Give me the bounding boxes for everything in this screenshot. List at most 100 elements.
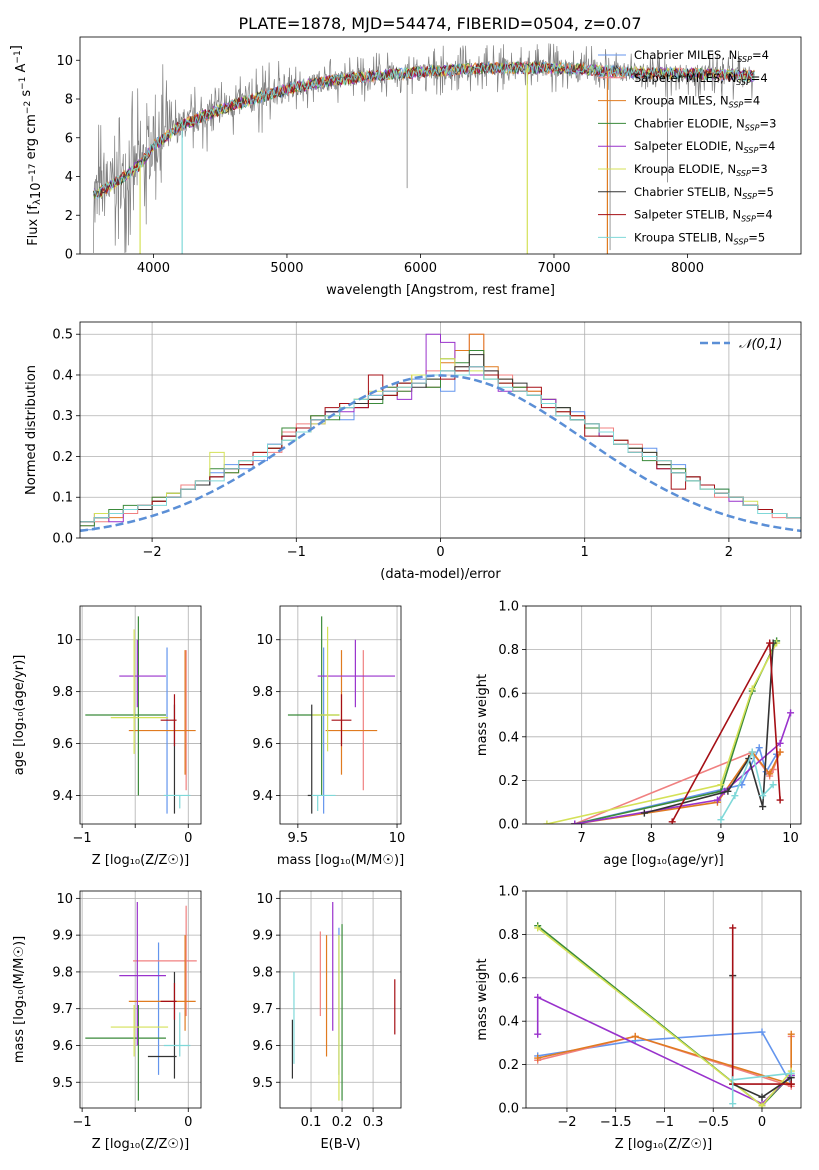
- axes-frame: [79, 36, 802, 255]
- axes-frame: [279, 605, 402, 825]
- y-tick-label: 0.6: [498, 971, 519, 986]
- x-tick-label: −2: [143, 545, 162, 560]
- y-tick-label: 9.4: [252, 789, 273, 804]
- legend-label: Chabrier MILES, NSSP=4: [634, 48, 769, 64]
- y-axis-label: Flux [fλ10−17 erg cm−2 s−1 A−1]: [9, 45, 44, 246]
- plot-area: [534, 922, 795, 1108]
- y-axis-label: mass [log₁₀(M/M☉)]: [12, 936, 27, 1063]
- legend-label-main: Salpeter ELODIE, N: [634, 139, 744, 153]
- weight-marker: [776, 796, 784, 804]
- x-tick-label: 0: [436, 545, 444, 560]
- legend-label: Kroupa ELODIE, NSSP=3: [634, 162, 768, 178]
- weight-marker: [571, 820, 579, 824]
- y-tick-label: 9.9: [252, 929, 273, 944]
- weight-marker: [769, 781, 777, 789]
- legend-label-value: =4: [751, 71, 768, 85]
- y-axis-label-part: erg cm: [24, 114, 39, 163]
- y-tick-label: 9.6: [52, 1039, 73, 1054]
- y-tick-label: 0.4: [498, 730, 519, 745]
- legend-label-sub: SSP: [737, 55, 752, 64]
- x-tick-label: −0.5: [697, 1115, 729, 1130]
- panel-mass-vs-EBV: 0.1 0.2 0.3 9.5 9.6 9.7 9.8 9.9 10 E(B-V): [252, 890, 402, 1152]
- x-axis-label: age [log₁₀(age/yr)]: [603, 853, 724, 868]
- panel-mass-weight-vs-Z: −2 −1.5 −1 −0.5 0 0.0 0.2 0.4 0.6 0.8 1.0 Z [log₁₀(…: [475, 885, 802, 1152]
- y-tick-label: 0.3: [52, 409, 73, 424]
- y-tick-label: 9.8: [252, 965, 273, 980]
- y-tick-label: 0.2: [52, 450, 73, 465]
- axes-frame: [525, 890, 802, 1109]
- legend-label: Kroupa STELIB, NSSP=5: [634, 230, 765, 246]
- histogram-step-chabrier-elodie: [80, 350, 801, 527]
- weight-marker: [758, 1093, 766, 1101]
- weight-marker: [713, 796, 721, 804]
- x-tick-label: 0.1: [301, 1115, 322, 1130]
- y-tick-label: 0.1: [52, 491, 73, 506]
- histogram-step-kroupa-miles: [80, 333, 801, 523]
- histogram-step-kroupa-elodie: [80, 358, 801, 527]
- y-tick-label: 1.0: [498, 600, 519, 615]
- x-tick-label: −1: [655, 1115, 674, 1130]
- legend-label: Chabrier ELODIE, NSSP=3: [634, 116, 776, 132]
- x-axis-label: Z [log₁₀(Z/Z☉)]: [615, 1137, 712, 1152]
- legend-label-value: =3: [760, 116, 777, 130]
- legend-label-sub: SSP: [742, 192, 757, 201]
- y-axis-label-part: −17: [28, 164, 38, 183]
- x-tick-label: −1: [73, 1115, 92, 1130]
- legend-label-main: Chabrier ELODIE, N: [634, 116, 745, 130]
- panel-residuals: −2 −1 0 1 2 0.0 0.1 0.2 0.3 0.4 0.5 (data-model)/er…: [24, 321, 802, 582]
- weight-marker: [759, 792, 767, 800]
- axes-frame: [79, 890, 202, 1109]
- y-axis-label-part: s: [19, 90, 34, 101]
- histogram-step-kroupa-stelib: [80, 366, 801, 527]
- legend-label-main: Chabrier MILES, N: [634, 48, 737, 62]
- weight-marker: [729, 1076, 737, 1084]
- plot-area: [543, 637, 795, 824]
- x-tick-label: 8: [647, 831, 655, 846]
- weight-marker: [766, 639, 774, 647]
- axes-frame: [79, 321, 802, 539]
- legend-label-value: =5: [748, 230, 765, 244]
- x-tick-label: 0.3: [363, 1115, 384, 1130]
- weight-marker: [787, 1069, 795, 1077]
- weight-line-kroupa-miles: [537, 1034, 792, 1086]
- legend-label-sub: SSP: [736, 169, 751, 178]
- y-axis-label-part: λ: [32, 199, 43, 205]
- x-tick-label: 8000: [671, 261, 704, 276]
- weight-marker: [534, 924, 542, 932]
- x-tick-label: −1.5: [600, 1115, 632, 1130]
- x-tick-label: −1: [73, 831, 92, 846]
- weight-marker: [731, 792, 739, 800]
- y-axis-label-part: 10: [29, 183, 44, 200]
- y-tick-label: 0.2: [498, 1058, 519, 1073]
- legend-label-sub: SSP: [736, 78, 751, 87]
- weight-marker: [631, 1032, 639, 1040]
- y-tick-label: 10: [56, 633, 73, 648]
- y-tick-label: 9.8: [52, 685, 73, 700]
- panel-mass-weight-vs-age: 7 8 9 10 0.0 0.2 0.4 0.6 0.8 1.0 age [log₁₀(age/yr…: [475, 600, 802, 868]
- y-tick-label: 0.8: [498, 643, 519, 658]
- legend-label-sub: SSP: [745, 123, 760, 132]
- axes-frame: [79, 605, 202, 825]
- panel-age-vs-mass: 9.5 10 9.4 9.6 9.8 10 mass [log₁₀(M/M☉)]: [252, 605, 405, 868]
- y-tick-label: 10: [56, 54, 73, 69]
- legend-label: 𝒩(0,1): [739, 337, 782, 352]
- weight-marker: [758, 1028, 766, 1036]
- y-tick-label: 10: [256, 892, 273, 907]
- y-tick-label: 0.0: [52, 532, 73, 547]
- plot-area: [80, 333, 801, 533]
- x-tick-label: 6000: [404, 261, 437, 276]
- plot-area: [291, 902, 396, 1101]
- legend-label-sub: SSP: [734, 237, 749, 246]
- x-tick-label: 0: [758, 1115, 766, 1130]
- legend-label-main: Salpeter STELIB, N: [634, 208, 741, 222]
- x-tick-label: 9: [717, 831, 725, 846]
- y-tick-label: 9.9: [52, 929, 73, 944]
- legend-label-main: Kroupa MILES, N: [634, 94, 729, 108]
- y-tick-label: 0.8: [498, 928, 519, 943]
- x-tick-label: 1: [581, 545, 589, 560]
- plot-area: [85, 616, 196, 814]
- y-tick-label: 0: [65, 248, 73, 263]
- legend-label-value: =4: [743, 94, 760, 108]
- legend-label-sub: SSP: [741, 215, 756, 224]
- y-tick-label: 9.7: [252, 1002, 273, 1017]
